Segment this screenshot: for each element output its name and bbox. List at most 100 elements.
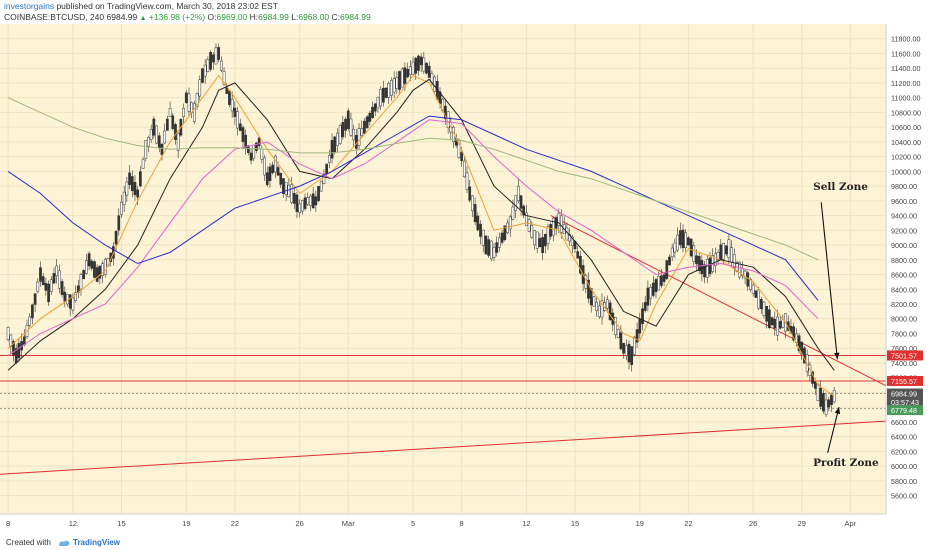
candle-body <box>587 279 590 299</box>
candle-body <box>182 108 185 117</box>
candle-body <box>619 332 623 350</box>
candle-body <box>730 247 733 263</box>
candle-body <box>684 232 688 248</box>
x-tick-label: 26 <box>749 519 757 528</box>
candle-body <box>522 205 526 216</box>
created-with-text: Created with <box>6 538 51 547</box>
price-change: +136.98 (+2%) <box>148 12 206 22</box>
candle-body <box>722 242 725 260</box>
candle-body <box>368 112 372 122</box>
candle-body <box>333 136 337 153</box>
candle-body <box>538 238 542 247</box>
candle-body <box>827 399 831 408</box>
candle-body <box>746 272 750 287</box>
candle-body <box>381 87 385 103</box>
candle-body <box>487 239 490 256</box>
candle-body <box>492 247 496 258</box>
candle-body <box>317 186 320 201</box>
price-chart[interactable]: Sell Zone Profit Zone 5600.00 5800.00 6000.… <box>0 24 932 536</box>
candle-body <box>352 128 355 141</box>
moving-average-line <box>7 115 819 301</box>
tradingview-logo[interactable]: TradingView <box>58 536 120 550</box>
candle-body <box>692 245 696 262</box>
y-tick-label: 6400.00 <box>891 433 917 442</box>
candle-body <box>125 181 129 196</box>
candle-body <box>47 283 50 303</box>
candle-body <box>816 383 820 402</box>
candle-body <box>203 64 207 77</box>
x-tick-label: 12 <box>69 519 77 528</box>
y-tick-label: 6600.00 <box>891 418 917 427</box>
x-tick-label: Mar <box>342 519 355 528</box>
y-tick-label: 9000.00 <box>891 241 917 250</box>
candle-body <box>168 108 172 117</box>
candle-body <box>819 387 823 407</box>
candle-body <box>662 274 666 282</box>
candle-body <box>768 309 771 329</box>
y-tick-label: 11400.00 <box>891 64 920 73</box>
candle-body <box>570 236 574 247</box>
candle-body <box>325 163 328 174</box>
candle-body <box>322 173 326 184</box>
price-axis-background[interactable] <box>886 24 932 536</box>
candle-body <box>60 281 64 295</box>
annotation-label: Sell Zone <box>813 181 868 193</box>
candle-body <box>144 140 148 159</box>
candle-body <box>465 172 469 190</box>
candle-body <box>87 253 91 267</box>
candle-body <box>301 200 304 212</box>
ohlc-low-label: L: <box>291 12 299 22</box>
y-tick-label: 9800.00 <box>891 182 917 191</box>
candle-body <box>508 216 512 230</box>
candle-body <box>241 127 245 142</box>
candle-body <box>627 343 631 363</box>
candle-body <box>525 212 528 226</box>
candle-body <box>33 293 37 305</box>
x-tick-label: 15 <box>571 519 579 528</box>
candle-body <box>511 206 515 220</box>
candle-body <box>157 135 161 149</box>
time-axis[interactable]: 8 12 15 19 22 26 Mar 5 8 12 15 19 22 26 29 Apr <box>6 519 857 528</box>
candle-body <box>700 260 704 275</box>
candle-body <box>365 116 369 128</box>
candle-body <box>390 80 393 96</box>
candle-body <box>797 335 801 352</box>
candle-body <box>58 270 61 289</box>
candle-body <box>128 172 131 185</box>
y-tick-label: 9200.00 <box>891 226 917 235</box>
annotation-label: Profit Zone <box>813 457 879 469</box>
candle-body <box>31 304 34 319</box>
price-label-box <box>887 397 923 407</box>
candle-body <box>638 318 642 334</box>
candle-body <box>727 239 731 259</box>
candle-body <box>336 132 339 146</box>
candle-body <box>287 184 291 198</box>
candle-body <box>379 89 382 107</box>
candle-body <box>597 305 601 317</box>
candle-body <box>44 282 48 291</box>
candle-body <box>12 341 15 356</box>
ohlc-close-label: C: <box>331 12 340 22</box>
y-tick-label: 9400.00 <box>891 212 917 221</box>
candle-body <box>484 235 488 255</box>
moving-average-line <box>7 97 819 261</box>
candle-body <box>422 57 426 72</box>
candle-body <box>327 155 331 163</box>
candle-body <box>371 106 374 118</box>
y-tick-label: 9600.00 <box>891 197 917 206</box>
candle-body <box>174 124 177 140</box>
candle-body <box>665 260 669 279</box>
candle-body <box>228 90 231 105</box>
x-tick-label: 19 <box>636 519 644 528</box>
trendline <box>0 420 887 475</box>
candle-body <box>257 137 261 147</box>
candle-body <box>184 92 188 103</box>
author-link[interactable]: investorgains <box>4 1 55 11</box>
candle-body <box>678 230 682 246</box>
up-triangle-icon: ▲ <box>139 15 147 22</box>
candle-body <box>160 143 164 155</box>
candle-body <box>198 79 202 97</box>
candle-body <box>732 254 736 268</box>
candle-body <box>263 157 266 176</box>
y-tick-label: 11200.00 <box>891 79 920 88</box>
